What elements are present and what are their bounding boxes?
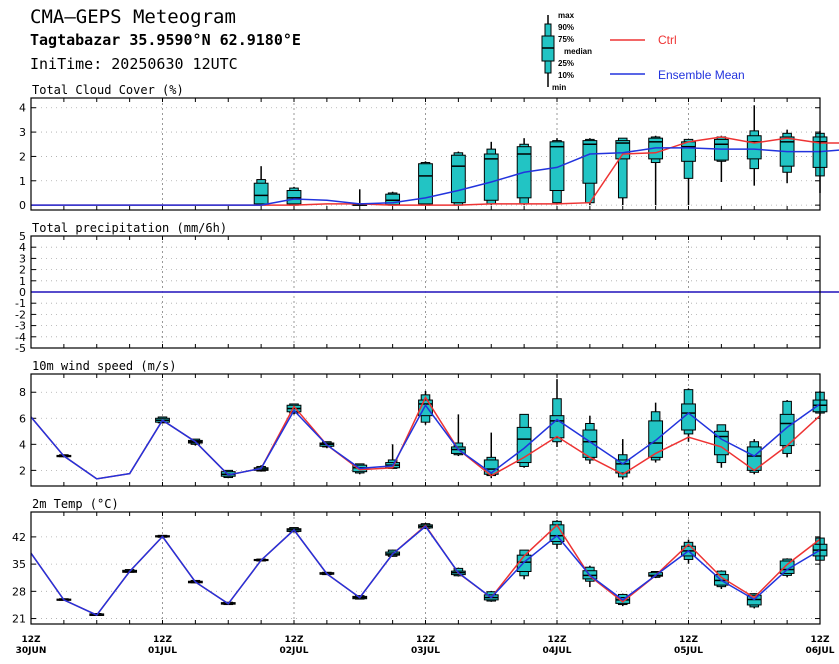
box-p25-p75 bbox=[253, 182, 269, 205]
box-plot bbox=[615, 137, 631, 206]
panel-title: Total Cloud Cover (%) bbox=[32, 83, 184, 97]
box-p25-p75 bbox=[418, 163, 433, 205]
x-tick-label-time: 12Z bbox=[679, 635, 699, 645]
legend-label-median: median bbox=[564, 47, 593, 56]
y-tick-label: 3 bbox=[19, 126, 26, 139]
y-tick-label: -4 bbox=[15, 331, 26, 344]
legend-label-max: max bbox=[558, 11, 575, 20]
box-plot bbox=[681, 388, 696, 442]
legend-label-min: min bbox=[552, 83, 567, 92]
legend-ctrl-label: Ctrl bbox=[658, 33, 677, 47]
panel-3: 10m wind speed (m/s) 2 4 6 8 bbox=[19, 359, 828, 487]
y-tick-label: 6 bbox=[19, 412, 26, 425]
ensemble-mean-line bbox=[30, 525, 821, 616]
x-tick-label-date: 06JUL bbox=[806, 646, 835, 656]
x-tick-label-time: 12Z bbox=[547, 635, 567, 645]
x-tick-label-date: 01JUL bbox=[148, 646, 177, 656]
y-tick-label: 35 bbox=[12, 558, 26, 571]
x-tick-label-date: 30JUN bbox=[16, 646, 47, 656]
x-tick-label-date: 02JUL bbox=[280, 646, 309, 656]
x-tick-label-date: 05JUL bbox=[674, 646, 703, 656]
box-p25-p75 bbox=[582, 429, 598, 458]
ensemble-mean-line bbox=[31, 147, 839, 206]
box-plot bbox=[483, 141, 499, 206]
y-tick-label: 0 bbox=[19, 286, 26, 299]
y-tick-label: -1 bbox=[15, 297, 26, 310]
box-p25-p75 bbox=[483, 153, 499, 201]
box-p10-p90 bbox=[617, 137, 628, 199]
box-plot bbox=[681, 138, 696, 206]
x-tick-label-date: 04JUL bbox=[543, 646, 572, 656]
x-tick-label-time: 12Z bbox=[810, 635, 830, 645]
box-plot bbox=[253, 166, 269, 206]
box-plot bbox=[450, 151, 466, 206]
box-p25-p75 bbox=[681, 403, 696, 431]
y-tick-label: 1 bbox=[19, 175, 26, 188]
ensemble-mean-line bbox=[30, 403, 821, 480]
x-tick-label-time: 12Z bbox=[284, 635, 304, 645]
legend-label-p90: 90% bbox=[558, 23, 575, 32]
panel-title: 2m Temp (°C) bbox=[32, 497, 119, 511]
box-plot bbox=[516, 413, 532, 468]
init-time: IniTime: 20250630 12UTC bbox=[30, 55, 238, 73]
box-plot bbox=[779, 558, 795, 578]
legend-label-p75: 75% bbox=[558, 35, 575, 44]
y-tick-label: 5 bbox=[19, 230, 26, 243]
y-tick-label: 4 bbox=[19, 102, 26, 115]
panel-frame bbox=[30, 511, 821, 625]
y-tick-label: 0 bbox=[19, 199, 26, 212]
box-plot bbox=[648, 402, 664, 463]
y-tick-label: 2 bbox=[19, 464, 26, 477]
box-plot bbox=[648, 135, 664, 206]
box-plot bbox=[746, 105, 762, 186]
x-tick-label-time: 12Z bbox=[416, 635, 436, 645]
y-tick-label: 3 bbox=[19, 252, 26, 265]
y-tick-label: 28 bbox=[12, 585, 26, 598]
page-title: CMA—GEPS Meteogram bbox=[30, 6, 236, 28]
x-tick-label-date: 03JUL bbox=[411, 646, 440, 656]
box-plot bbox=[286, 186, 302, 206]
y-tick-label: 2 bbox=[19, 264, 26, 277]
legend-mean-label: Ensemble Mean bbox=[658, 68, 745, 82]
legend-label-p10: 10% bbox=[558, 71, 575, 80]
panel-frame bbox=[30, 235, 821, 349]
location-subtitle: Tagtabazar 35.9590°N 62.9180°E bbox=[30, 31, 301, 49]
panel-frame bbox=[30, 373, 821, 487]
box-p25-p75 bbox=[450, 154, 466, 204]
box-plot bbox=[582, 138, 598, 206]
x-tick-label-time: 12Z bbox=[153, 635, 173, 645]
panel-2: Total precipitation (mm/6h) -5-4-3-2-1012… bbox=[15, 221, 839, 355]
box-plot bbox=[549, 138, 565, 204]
box-plot bbox=[516, 549, 532, 580]
panel-1: Total Cloud Cover (%) 0 1 2 3 4 bbox=[19, 83, 839, 212]
box-p25-p75 bbox=[582, 140, 598, 184]
y-tick-label: 21 bbox=[12, 613, 26, 626]
box-p25-p75 bbox=[648, 420, 664, 458]
box-p25-p75 bbox=[681, 141, 696, 162]
box-plot bbox=[713, 135, 729, 182]
legend-label-p25: 25% bbox=[558, 59, 575, 68]
box-p25-p75 bbox=[516, 426, 532, 464]
box-p25-p75 bbox=[549, 141, 565, 192]
box-p25-p75 bbox=[746, 135, 762, 160]
panel-frame bbox=[30, 97, 821, 211]
y-tick-label: 4 bbox=[19, 241, 26, 254]
y-tick-label: 42 bbox=[12, 531, 26, 544]
y-tick-label: 1 bbox=[19, 275, 26, 288]
y-tick-label: 4 bbox=[19, 438, 26, 451]
box-plot bbox=[615, 439, 631, 480]
panel-title: 10m wind speed (m/s) bbox=[32, 359, 177, 373]
panel-title: Total precipitation (mm/6h) bbox=[32, 221, 227, 235]
y-tick-label: -3 bbox=[15, 320, 26, 333]
panel-4: 2m Temp (°C) 21 28 35 42 bbox=[12, 497, 828, 626]
y-tick-label: 2 bbox=[19, 150, 26, 163]
y-tick-label: 8 bbox=[19, 386, 26, 399]
x-tick-label-time: 12Z bbox=[21, 635, 41, 645]
y-tick-label: -5 bbox=[15, 342, 26, 355]
y-tick-label: -2 bbox=[15, 308, 26, 321]
box-p25-p75 bbox=[779, 560, 795, 574]
